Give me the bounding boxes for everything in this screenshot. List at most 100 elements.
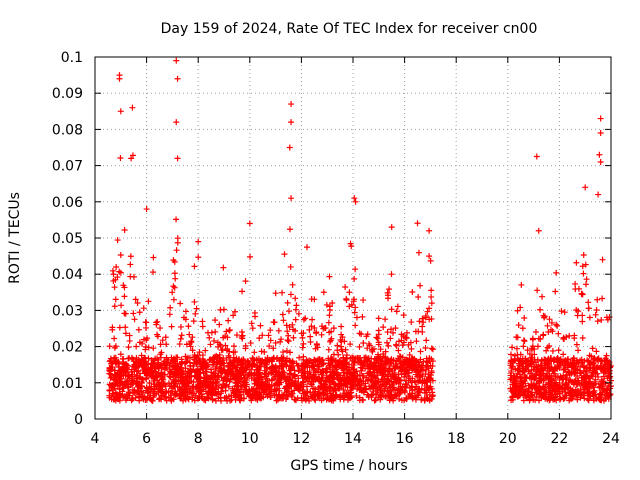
data-point [382,316,389,323]
data-point [409,375,416,382]
data-point [217,306,224,313]
data-point [572,280,579,287]
data-point [194,371,201,378]
data-point [428,368,435,375]
data-point [411,362,418,369]
data-point [349,364,356,371]
data-point [110,393,117,400]
x-tick-label: 16 [396,431,414,447]
data-point [318,369,325,376]
data-point [196,349,203,356]
data-point [557,384,564,391]
data-point [326,329,333,336]
data-point [173,119,180,126]
data-point [407,360,414,367]
data-point [592,391,599,398]
data-point [396,353,403,360]
data-point [299,334,306,341]
y-tick-label: 0 [74,412,83,428]
data-point [247,340,254,347]
data-point [263,357,270,364]
data-point [418,396,425,403]
data-point [195,238,202,245]
data-point [303,389,310,396]
data-point [584,357,591,364]
data-point [306,326,313,333]
data-point [295,310,302,317]
data-point [563,334,570,341]
data-point [217,342,224,349]
data-point [168,368,175,375]
data-point [569,359,576,366]
data-point [325,319,332,326]
data-point [212,379,219,386]
data-point [302,375,309,382]
data-point [547,326,554,333]
data-point [374,386,381,393]
data-point [340,369,347,376]
data-point [313,341,320,348]
data-point [408,319,415,326]
data-point [422,345,429,352]
data-point [375,341,382,348]
data-point [513,345,520,352]
data-point [124,384,131,391]
data-point [131,316,138,323]
data-point [122,330,129,337]
data-point [283,395,290,402]
data-point [360,297,367,304]
data-point [350,298,357,305]
data-point [361,389,368,396]
data-point [363,374,370,381]
data-point [332,358,339,365]
data-point [288,195,295,202]
data-point [173,247,180,254]
data-point [369,346,376,353]
data-point [601,373,608,380]
data-point [362,380,369,387]
data-point [286,376,293,383]
data-point [172,388,179,395]
data-point [374,372,381,379]
data-point [127,253,134,260]
data-point [312,388,319,395]
data-point [214,391,221,397]
data-point [550,367,557,374]
data-point [359,313,366,320]
data-point [225,363,232,370]
data-point [170,396,177,403]
data-point [184,385,191,392]
data-point [585,305,592,312]
data-point [372,377,379,384]
data-point [248,320,255,327]
data-point [157,341,164,348]
data-point [133,354,140,361]
data-point [189,334,196,341]
data-point [546,379,553,386]
y-tick-label: 0.1 [61,50,83,66]
data-point [289,321,296,328]
data-point [279,289,286,296]
y-tick-label: 0.06 [52,195,83,211]
data-point [578,360,585,367]
data-point [374,335,381,342]
data-point [253,366,260,373]
data-point [267,337,274,344]
data-point [338,331,345,338]
x-tick-label: 22 [550,431,568,447]
data-point [295,362,302,369]
data-point [398,397,405,404]
data-point [346,361,353,368]
data-point [238,357,245,364]
data-point [121,293,128,300]
data-point [272,380,279,387]
data-point [191,354,198,361]
data-point [415,294,422,301]
data-point [380,324,387,331]
data-point [207,341,214,348]
data-point [218,374,225,381]
data-point [360,339,367,346]
data-point [591,387,598,394]
data-point [280,363,287,370]
data-point [347,380,354,387]
